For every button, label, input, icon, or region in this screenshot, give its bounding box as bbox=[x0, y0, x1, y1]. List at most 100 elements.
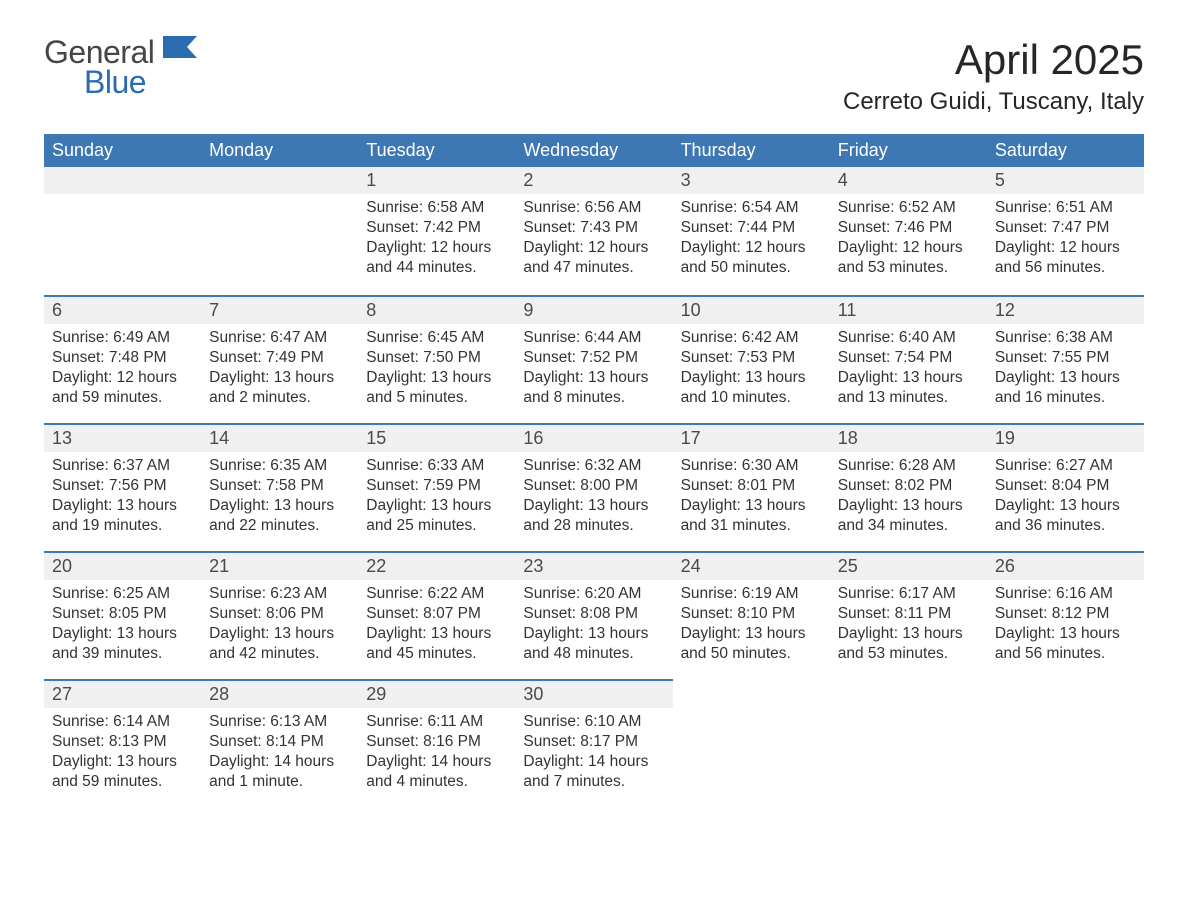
sunrise-line: Sunrise: 6:45 AM bbox=[366, 328, 507, 348]
daylight-line: Daylight: 14 hours and 1 minute. bbox=[209, 752, 350, 792]
sunrise-line: Sunrise: 6:58 AM bbox=[366, 198, 507, 218]
day-number: 8 bbox=[358, 295, 515, 324]
sunrise-line: Sunrise: 6:10 AM bbox=[523, 712, 664, 732]
day-content: Sunrise: 6:45 AMSunset: 7:50 PMDaylight:… bbox=[358, 324, 515, 417]
daylight-line: Daylight: 13 hours and 19 minutes. bbox=[52, 496, 193, 536]
day-number: 11 bbox=[830, 295, 987, 324]
sunset-line: Sunset: 8:08 PM bbox=[523, 604, 664, 624]
weekday-header: Thursday bbox=[673, 134, 830, 167]
daylight-line: Daylight: 12 hours and 44 minutes. bbox=[366, 238, 507, 278]
sunrise-line: Sunrise: 6:40 AM bbox=[838, 328, 979, 348]
sunrise-line: Sunrise: 6:27 AM bbox=[995, 456, 1136, 476]
calendar-cell: 7Sunrise: 6:47 AMSunset: 7:49 PMDaylight… bbox=[201, 295, 358, 423]
weekday-row: SundayMondayTuesdayWednesdayThursdayFrid… bbox=[44, 134, 1144, 167]
weekday-header: Friday bbox=[830, 134, 987, 167]
day-number: 14 bbox=[201, 423, 358, 452]
day-content: Sunrise: 6:17 AMSunset: 8:11 PMDaylight:… bbox=[830, 580, 987, 673]
calendar-cell: 26Sunrise: 6:16 AMSunset: 8:12 PMDayligh… bbox=[987, 551, 1144, 679]
daylight-line: Daylight: 13 hours and 25 minutes. bbox=[366, 496, 507, 536]
sunrise-line: Sunrise: 6:23 AM bbox=[209, 584, 350, 604]
calendar-row: 20Sunrise: 6:25 AMSunset: 8:05 PMDayligh… bbox=[44, 551, 1144, 679]
daylight-line: Daylight: 13 hours and 31 minutes. bbox=[681, 496, 822, 536]
calendar-cell: 30Sunrise: 6:10 AMSunset: 8:17 PMDayligh… bbox=[515, 679, 672, 807]
day-content: Sunrise: 6:40 AMSunset: 7:54 PMDaylight:… bbox=[830, 324, 987, 417]
day-number: 1 bbox=[358, 167, 515, 194]
calendar-table: SundayMondayTuesdayWednesdayThursdayFrid… bbox=[44, 134, 1144, 807]
calendar-cell: 23Sunrise: 6:20 AMSunset: 8:08 PMDayligh… bbox=[515, 551, 672, 679]
day-number: 18 bbox=[830, 423, 987, 452]
day-content: Sunrise: 6:13 AMSunset: 8:14 PMDaylight:… bbox=[201, 708, 358, 801]
calendar-row: 6Sunrise: 6:49 AMSunset: 7:48 PMDaylight… bbox=[44, 295, 1144, 423]
day-content: Sunrise: 6:11 AMSunset: 8:16 PMDaylight:… bbox=[358, 708, 515, 801]
daylight-line: Daylight: 13 hours and 28 minutes. bbox=[523, 496, 664, 536]
day-number: 17 bbox=[673, 423, 830, 452]
page-title: April 2025 bbox=[843, 36, 1144, 84]
sunset-line: Sunset: 7:47 PM bbox=[995, 218, 1136, 238]
calendar-cell: 9Sunrise: 6:44 AMSunset: 7:52 PMDaylight… bbox=[515, 295, 672, 423]
sunset-line: Sunset: 8:00 PM bbox=[523, 476, 664, 496]
sunset-line: Sunset: 7:54 PM bbox=[838, 348, 979, 368]
sunrise-line: Sunrise: 6:16 AM bbox=[995, 584, 1136, 604]
day-number: 22 bbox=[358, 551, 515, 580]
sunrise-line: Sunrise: 6:44 AM bbox=[523, 328, 664, 348]
day-content: Sunrise: 6:30 AMSunset: 8:01 PMDaylight:… bbox=[673, 452, 830, 545]
calendar-cell bbox=[44, 167, 201, 295]
calendar-cell: 16Sunrise: 6:32 AMSunset: 8:00 PMDayligh… bbox=[515, 423, 672, 551]
sunrise-line: Sunrise: 6:33 AM bbox=[366, 456, 507, 476]
day-number: 19 bbox=[987, 423, 1144, 452]
calendar-cell: 27Sunrise: 6:14 AMSunset: 8:13 PMDayligh… bbox=[44, 679, 201, 807]
day-content: Sunrise: 6:52 AMSunset: 7:46 PMDaylight:… bbox=[830, 194, 987, 287]
day-number: 24 bbox=[673, 551, 830, 580]
sunrise-line: Sunrise: 6:11 AM bbox=[366, 712, 507, 732]
day-content: Sunrise: 6:10 AMSunset: 8:17 PMDaylight:… bbox=[515, 708, 672, 801]
sunrise-line: Sunrise: 6:28 AM bbox=[838, 456, 979, 476]
calendar-cell bbox=[830, 679, 987, 807]
sunset-line: Sunset: 7:58 PM bbox=[209, 476, 350, 496]
day-content: Sunrise: 6:56 AMSunset: 7:43 PMDaylight:… bbox=[515, 194, 672, 287]
logo: General Blue bbox=[44, 36, 197, 98]
day-content: Sunrise: 6:19 AMSunset: 8:10 PMDaylight:… bbox=[673, 580, 830, 673]
sunset-line: Sunset: 8:14 PM bbox=[209, 732, 350, 752]
daylight-line: Daylight: 13 hours and 10 minutes. bbox=[681, 368, 822, 408]
day-number: 25 bbox=[830, 551, 987, 580]
calendar-cell: 3Sunrise: 6:54 AMSunset: 7:44 PMDaylight… bbox=[673, 167, 830, 295]
sunset-line: Sunset: 7:48 PM bbox=[52, 348, 193, 368]
weekday-header: Saturday bbox=[987, 134, 1144, 167]
daylight-line: Daylight: 12 hours and 59 minutes. bbox=[52, 368, 193, 408]
empty-daybar bbox=[201, 167, 358, 194]
day-number: 9 bbox=[515, 295, 672, 324]
calendar-cell: 6Sunrise: 6:49 AMSunset: 7:48 PMDaylight… bbox=[44, 295, 201, 423]
daylight-line: Daylight: 12 hours and 53 minutes. bbox=[838, 238, 979, 278]
calendar-cell: 4Sunrise: 6:52 AMSunset: 7:46 PMDaylight… bbox=[830, 167, 987, 295]
sunset-line: Sunset: 8:10 PM bbox=[681, 604, 822, 624]
day-content: Sunrise: 6:23 AMSunset: 8:06 PMDaylight:… bbox=[201, 580, 358, 673]
sunset-line: Sunset: 7:43 PM bbox=[523, 218, 664, 238]
daylight-line: Daylight: 13 hours and 34 minutes. bbox=[838, 496, 979, 536]
calendar-cell: 17Sunrise: 6:30 AMSunset: 8:01 PMDayligh… bbox=[673, 423, 830, 551]
sunrise-line: Sunrise: 6:47 AM bbox=[209, 328, 350, 348]
sunset-line: Sunset: 8:17 PM bbox=[523, 732, 664, 752]
sunrise-line: Sunrise: 6:19 AM bbox=[681, 584, 822, 604]
header: General Blue April 2025 Cerreto Guidi, T… bbox=[44, 36, 1144, 126]
day-number: 23 bbox=[515, 551, 672, 580]
weekday-header: Monday bbox=[201, 134, 358, 167]
daylight-line: Daylight: 14 hours and 4 minutes. bbox=[366, 752, 507, 792]
day-content: Sunrise: 6:51 AMSunset: 7:47 PMDaylight:… bbox=[987, 194, 1144, 287]
day-number: 26 bbox=[987, 551, 1144, 580]
sunset-line: Sunset: 7:46 PM bbox=[838, 218, 979, 238]
day-number: 6 bbox=[44, 295, 201, 324]
weekday-header: Wednesday bbox=[515, 134, 672, 167]
sunrise-line: Sunrise: 6:52 AM bbox=[838, 198, 979, 218]
sunrise-line: Sunrise: 6:22 AM bbox=[366, 584, 507, 604]
sunset-line: Sunset: 8:06 PM bbox=[209, 604, 350, 624]
day-number: 4 bbox=[830, 167, 987, 194]
daylight-line: Daylight: 13 hours and 8 minutes. bbox=[523, 368, 664, 408]
day-number: 16 bbox=[515, 423, 672, 452]
day-number: 15 bbox=[358, 423, 515, 452]
day-number: 7 bbox=[201, 295, 358, 324]
day-content: Sunrise: 6:58 AMSunset: 7:42 PMDaylight:… bbox=[358, 194, 515, 287]
title-block: April 2025 Cerreto Guidi, Tuscany, Italy bbox=[843, 36, 1144, 126]
day-content: Sunrise: 6:20 AMSunset: 8:08 PMDaylight:… bbox=[515, 580, 672, 673]
daylight-line: Daylight: 13 hours and 59 minutes. bbox=[52, 752, 193, 792]
sunset-line: Sunset: 8:12 PM bbox=[995, 604, 1136, 624]
